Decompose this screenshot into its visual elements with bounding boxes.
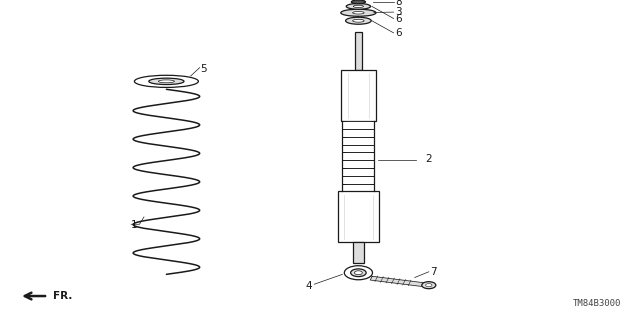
Text: 6: 6 (396, 28, 402, 38)
Ellipse shape (353, 19, 364, 22)
Text: 8: 8 (396, 0, 402, 7)
Bar (342, 145, 374, 152)
Text: 4: 4 (306, 280, 312, 291)
Bar (342, 184, 374, 191)
Bar (342, 129, 374, 137)
Circle shape (355, 271, 362, 275)
Ellipse shape (346, 4, 371, 9)
Bar (342, 121, 374, 129)
Text: 7: 7 (430, 267, 436, 277)
Polygon shape (371, 276, 423, 286)
Bar (353, 242, 364, 263)
Circle shape (422, 282, 436, 289)
Text: FR.: FR. (53, 291, 72, 301)
Bar (355, 32, 362, 70)
Ellipse shape (353, 5, 364, 7)
Text: 3: 3 (396, 7, 402, 17)
Ellipse shape (341, 9, 376, 16)
Ellipse shape (346, 17, 371, 24)
Text: 6: 6 (396, 13, 402, 24)
Bar (341, 70, 376, 121)
Bar (342, 160, 374, 168)
Circle shape (344, 266, 372, 280)
Bar (338, 191, 379, 242)
Bar (342, 137, 374, 145)
Ellipse shape (149, 78, 184, 85)
Ellipse shape (353, 11, 364, 14)
Text: 1: 1 (131, 220, 138, 230)
Bar (342, 152, 374, 160)
Ellipse shape (134, 75, 198, 87)
Text: TM84B3000: TM84B3000 (572, 299, 621, 308)
Bar (342, 168, 374, 176)
Ellipse shape (158, 80, 174, 83)
Text: 5: 5 (200, 63, 207, 74)
Circle shape (426, 284, 432, 287)
Circle shape (351, 269, 366, 277)
Ellipse shape (351, 0, 365, 4)
Bar (342, 176, 374, 184)
Text: 2: 2 (426, 154, 432, 165)
